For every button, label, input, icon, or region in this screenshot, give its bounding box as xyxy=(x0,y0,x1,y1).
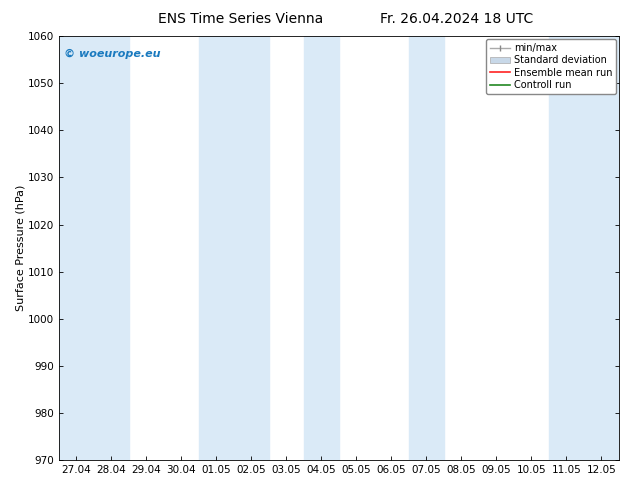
Bar xyxy=(409,36,444,460)
Bar xyxy=(304,36,339,460)
Y-axis label: Surface Pressure (hPa): Surface Pressure (hPa) xyxy=(15,185,25,311)
Text: ENS Time Series Vienna: ENS Time Series Vienna xyxy=(158,12,323,26)
Bar xyxy=(549,36,619,460)
Bar xyxy=(199,36,269,460)
Bar xyxy=(59,36,129,460)
Text: Fr. 26.04.2024 18 UTC: Fr. 26.04.2024 18 UTC xyxy=(380,12,533,26)
Legend: min/max, Standard deviation, Ensemble mean run, Controll run: min/max, Standard deviation, Ensemble me… xyxy=(486,39,616,94)
Text: © woeurope.eu: © woeurope.eu xyxy=(65,49,161,59)
